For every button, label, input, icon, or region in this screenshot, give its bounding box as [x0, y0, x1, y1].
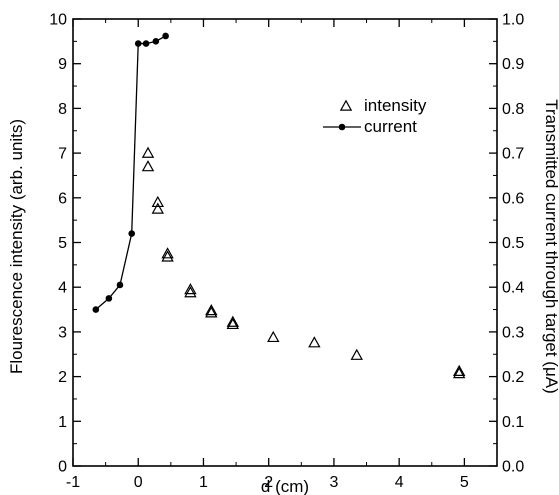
intensity-point [141, 160, 155, 172]
intensity-point [141, 146, 155, 158]
x-axis-title: d (cm) [261, 477, 309, 495]
y-right-axis-title: Transmitted current through target (μA) [542, 99, 559, 394]
y-left-tick-label: 1 [58, 414, 67, 431]
y-right-tick-label: 0.5 [502, 235, 524, 252]
intensity-point [161, 247, 174, 259]
legend-intensity-label: intensity [364, 96, 427, 115]
y-right-tick-label: 0.3 [502, 324, 524, 341]
intensity-point [267, 330, 280, 343]
current-point [92, 306, 100, 313]
legend: intensity current [323, 96, 427, 136]
y-right-tick-label: 0.9 [502, 56, 524, 73]
y-right-tick-label: 0.0 [502, 459, 524, 476]
current-point [134, 40, 142, 47]
y-left-tick-label: 5 [58, 235, 67, 252]
intensity-point [452, 367, 466, 379]
current-line [95, 35, 166, 311]
legend-current-marker [338, 123, 346, 131]
intensity-point [308, 336, 321, 348]
x-tick-label: 2 [264, 474, 273, 491]
y-right-tick-label: 0.8 [502, 101, 524, 118]
x-tick-label: -1 [66, 474, 80, 491]
x-tick-label: 0 [134, 474, 143, 491]
current-point [162, 32, 169, 40]
y-right-tick-label: 0.4 [502, 280, 524, 297]
y-right-tick-label: 1.0 [502, 12, 524, 29]
y-left-tick-label: 4 [58, 280, 67, 297]
y-left-tick-label: 0 [58, 459, 67, 476]
intensity-point [226, 315, 240, 327]
legend-intensity-marker [339, 99, 353, 111]
y-right-tick-label: 0.2 [502, 369, 524, 386]
legend-current-label: current [364, 117, 417, 136]
x-tick-label: 1 [199, 474, 208, 491]
intensity-point [205, 304, 218, 316]
intensity-point [184, 286, 197, 298]
y-left-tick-label: 3 [58, 324, 67, 341]
x-tick-label: 4 [395, 474, 404, 491]
intensity-point [452, 364, 466, 376]
current-point [105, 295, 113, 302]
y-left-tick-label: 8 [58, 101, 67, 118]
intensity-point [151, 202, 165, 214]
y-left-tick-label: 9 [58, 56, 67, 73]
y-left-tick-label: 7 [58, 146, 67, 163]
y-left-tick-label: 10 [49, 12, 67, 29]
y-right-tick-label: 0.6 [502, 190, 524, 207]
intensity-point [161, 250, 174, 262]
series-layer [92, 32, 466, 379]
y-right-tick-label: 0.1 [502, 414, 524, 431]
intensity-point [151, 195, 165, 208]
current-point [116, 281, 124, 289]
current-point [142, 40, 150, 47]
x-tick-label: 5 [460, 474, 469, 491]
axis-ticks: -1 0 1 2 3 4 50123456789100.00.10.20.30.40.50.… [49, 12, 524, 492]
current-point [128, 230, 136, 237]
intensity-point [350, 348, 363, 360]
intensity-point [226, 317, 240, 330]
x-tick-label: 3 [329, 474, 338, 491]
intensity-point [205, 306, 218, 318]
current-point [152, 38, 160, 45]
y-right-tick-label: 0.7 [502, 146, 524, 163]
y-left-tick-label: 2 [58, 369, 67, 386]
y-left-tick-label: 6 [58, 190, 67, 207]
y-left-axis-title: Flourescence intensity (arb. units) [7, 119, 26, 374]
intensity-point [184, 282, 197, 295]
